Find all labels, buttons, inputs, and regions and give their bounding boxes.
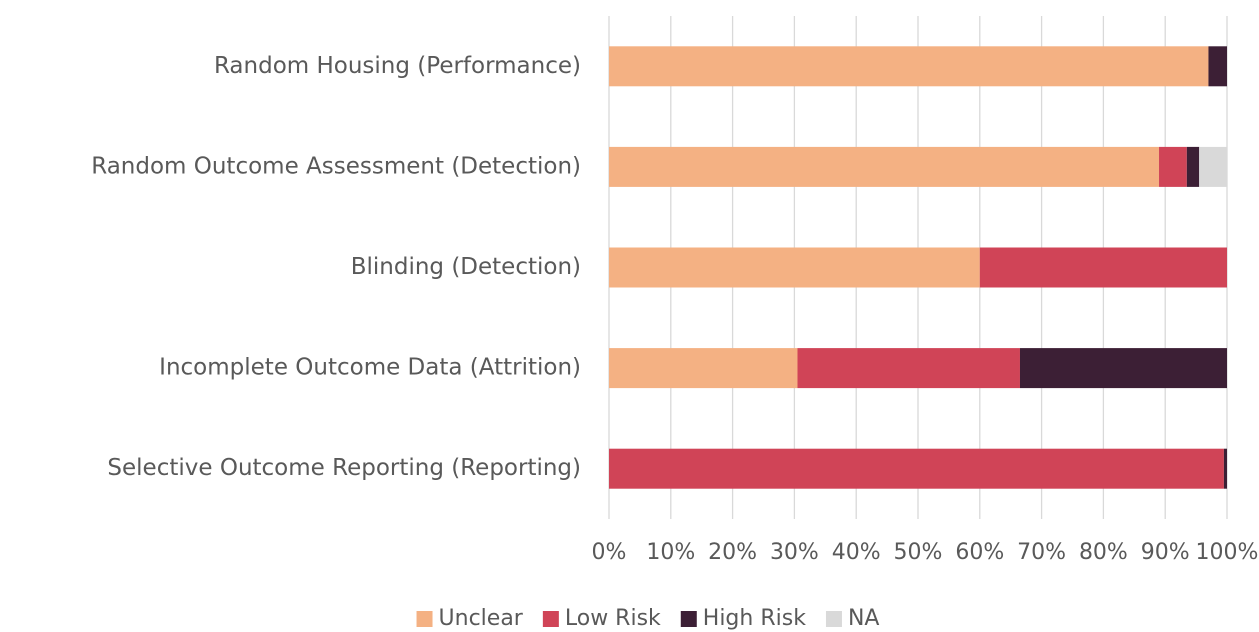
bar-segment	[609, 448, 1224, 489]
bar-segment	[609, 348, 798, 389]
y-tick-label: Blinding (Detection)	[351, 254, 581, 280]
x-tick-label: 90%	[1141, 540, 1190, 565]
bar-segment	[609, 247, 980, 288]
legend-label: Unclear	[439, 606, 524, 631]
legend-label: NA	[848, 606, 880, 631]
legend-swatch	[542, 611, 559, 627]
legend: Unclear Low Risk High Risk NA	[416, 606, 880, 631]
bar-segment	[1223, 448, 1227, 489]
legend-label: High Risk	[703, 606, 806, 631]
bar-segment	[609, 46, 1209, 87]
y-tick-label: Incomplete Outcome Data (Attrition)	[159, 355, 581, 381]
legend-label: Low Risk	[565, 606, 661, 631]
x-tick-label: 50%	[894, 540, 943, 565]
legend-swatch	[416, 611, 433, 627]
x-tick-label: 100%	[1196, 540, 1259, 565]
x-tick-label: 60%	[955, 540, 1004, 565]
x-tick-label: 10%	[646, 540, 695, 565]
bar-segment	[609, 146, 1160, 187]
bar-segment	[1186, 146, 1200, 187]
legend-swatch	[680, 611, 697, 627]
x-tick-label: 40%	[832, 540, 881, 565]
bar-segment	[979, 247, 1227, 288]
y-tick-label: Random Housing (Performance)	[214, 53, 581, 79]
bar-segment	[1019, 348, 1227, 389]
y-tick-label: Selective Outcome Reporting (Reporting)	[107, 455, 581, 481]
y-tick-label: Random Outcome Assessment (Detection)	[91, 153, 581, 179]
legend-swatch	[825, 611, 842, 627]
bar-segment	[1159, 146, 1187, 187]
bar-segment	[1199, 146, 1227, 187]
x-tick-label: 20%	[708, 540, 757, 565]
x-tick-label: 0%	[592, 540, 627, 565]
bar-segment	[1208, 46, 1227, 87]
bar-segment	[797, 348, 1020, 389]
x-tick-label: 30%	[770, 540, 819, 565]
x-tick-label: 80%	[1079, 540, 1128, 565]
x-tick-label: 70%	[1017, 540, 1066, 565]
